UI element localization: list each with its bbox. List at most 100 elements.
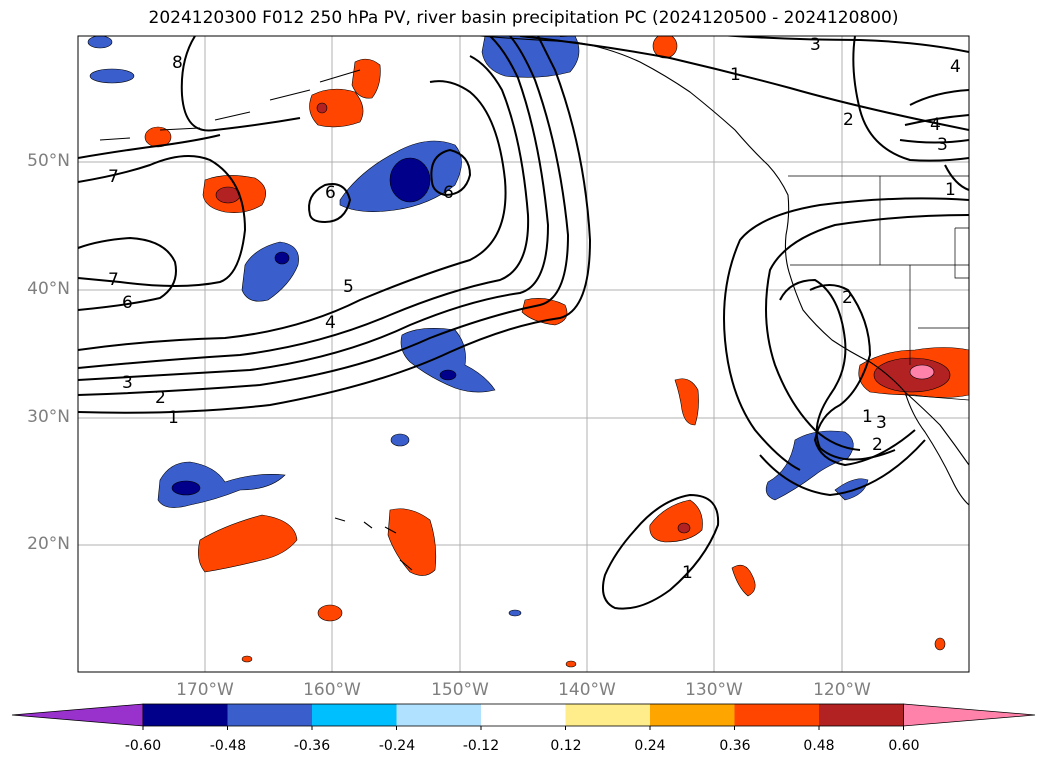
colorbar-extend-low bbox=[11, 703, 144, 727]
contour-4 bbox=[78, 55, 530, 369]
neg-area-west-mid bbox=[241, 241, 299, 302]
lon-label: 160°W bbox=[303, 680, 361, 700]
contour-5 bbox=[78, 80, 507, 351]
borders bbox=[788, 175, 969, 401]
contour-label: 3 bbox=[122, 373, 133, 393]
contour-8 bbox=[180, 36, 301, 132]
contour-2-ne bbox=[852, 36, 969, 162]
colorbar-tick-label: -0.24 bbox=[378, 738, 416, 754]
lat-label: 20°N bbox=[27, 534, 70, 554]
pos-area-aleutian bbox=[309, 88, 364, 128]
plot-frame bbox=[77, 35, 970, 673]
colorbar-segment bbox=[143, 704, 228, 726]
contour-label: 1 bbox=[168, 408, 179, 428]
contour-label: 5 bbox=[343, 277, 354, 297]
contour-trough-3 bbox=[809, 284, 916, 467]
colorbar-tick-label: 0.24 bbox=[634, 738, 666, 754]
colorbar-tick-label: 0.36 bbox=[719, 738, 751, 754]
coast-hawaii bbox=[334, 517, 413, 571]
contour-6-loop bbox=[308, 183, 352, 224]
precip-anomaly-areas bbox=[87, 36, 969, 668]
contour-label: 2 bbox=[155, 388, 166, 408]
colorbar-segment bbox=[312, 704, 397, 726]
colorbar-segment bbox=[481, 704, 566, 726]
contour-trough-6 bbox=[944, 164, 969, 191]
contour-labels: 8 7 7 6 6 6 5 4 3 2 1 1 1 2 3 4 3 4 2 3 … bbox=[108, 35, 961, 583]
colorbar-tick-label: -0.12 bbox=[462, 738, 500, 754]
lon-label: 150°W bbox=[431, 680, 489, 700]
contour-7-loop bbox=[78, 155, 247, 287]
neg-area-gulf-alaska-top bbox=[481, 36, 580, 78]
colorbar-extend-high bbox=[903, 703, 1036, 727]
contour-trough-5 bbox=[759, 439, 926, 497]
contour-3-ne bbox=[560, 36, 969, 53]
gridlines bbox=[78, 36, 969, 672]
contour-1 bbox=[78, 36, 592, 414]
contour-label: 2 bbox=[843, 110, 854, 130]
pos-area-hawaii-west bbox=[198, 514, 298, 573]
colorbar-segment bbox=[819, 704, 904, 726]
neg-area-baja bbox=[765, 430, 854, 501]
contour-label: 3 bbox=[876, 413, 887, 433]
pos-area-20n-east bbox=[649, 499, 703, 543]
contour-label: 7 bbox=[108, 167, 119, 187]
contour-label: 1 bbox=[862, 407, 873, 427]
colorbar-segment bbox=[396, 704, 481, 726]
colorbar-tick-label: 0.48 bbox=[803, 738, 835, 754]
contour-label: 2 bbox=[872, 435, 883, 455]
pv-contours bbox=[78, 36, 969, 610]
contour-label: 3 bbox=[937, 135, 948, 155]
map-title: 2024120300 F012 250 hPa PV, river basin … bbox=[148, 8, 899, 28]
contour-label: 6 bbox=[443, 183, 454, 203]
contour-label: 4 bbox=[950, 57, 961, 77]
neg-core-north-pacific bbox=[389, 157, 431, 203]
contour-label: 6 bbox=[122, 293, 133, 313]
contour-label: 4 bbox=[930, 115, 941, 135]
colorbar-frame bbox=[142, 703, 904, 727]
contour-label: 2 bbox=[842, 288, 853, 308]
colorbar-segment bbox=[565, 704, 650, 726]
colorbar-segment bbox=[650, 704, 735, 726]
contour-1-ne bbox=[519, 36, 969, 131]
contour-label: 4 bbox=[325, 313, 336, 333]
contour-3-ne-2 bbox=[899, 139, 969, 144]
contour-label: 1 bbox=[682, 563, 693, 583]
coast-aleutians bbox=[99, 69, 361, 141]
lat-label: 40°N bbox=[27, 279, 70, 299]
neg-area-central bbox=[400, 328, 496, 393]
colorbar-tick-label: -0.36 bbox=[293, 738, 331, 754]
contour-1-tongue bbox=[602, 493, 720, 610]
lon-label: 170°W bbox=[176, 680, 234, 700]
coast-alaska bbox=[479, 36, 969, 466]
contour-7-north bbox=[78, 134, 221, 159]
contour-label: 1 bbox=[730, 65, 741, 85]
contour-4-ne bbox=[904, 89, 969, 126]
contour-6-east bbox=[430, 148, 472, 197]
contour-trough-2 bbox=[765, 214, 969, 451]
contour-label: 1 bbox=[945, 180, 956, 200]
coastlines bbox=[99, 36, 969, 571]
contour-label: 3 bbox=[810, 35, 821, 55]
lat-label: 30°N bbox=[27, 407, 70, 427]
contour-trough-outer bbox=[723, 197, 969, 471]
coast-baja bbox=[904, 391, 969, 506]
colorbar-segment bbox=[734, 704, 819, 726]
contour-label: 6 bbox=[325, 183, 336, 203]
contour-3 bbox=[78, 36, 550, 381]
colorbar-tick-label: -0.48 bbox=[209, 738, 247, 754]
colorbar-tick-label: -0.60 bbox=[124, 738, 162, 754]
pos-area-hawaii bbox=[387, 508, 437, 576]
contour-2 bbox=[78, 36, 570, 396]
neg-area-southwest bbox=[157, 461, 286, 508]
lon-label: 140°W bbox=[558, 680, 616, 700]
contour-label: 8 bbox=[172, 53, 183, 73]
contour-label: 7 bbox=[108, 270, 119, 290]
lat-label: 50°N bbox=[27, 151, 70, 171]
contour-6-west bbox=[78, 236, 177, 311]
contour-trough-4 bbox=[779, 278, 896, 461]
colorbar-tick-label: 0.60 bbox=[888, 738, 920, 754]
colorbar-tick-label: 0.12 bbox=[550, 738, 582, 754]
colorbar bbox=[11, 703, 1036, 730]
colorbar-segment bbox=[227, 704, 312, 726]
